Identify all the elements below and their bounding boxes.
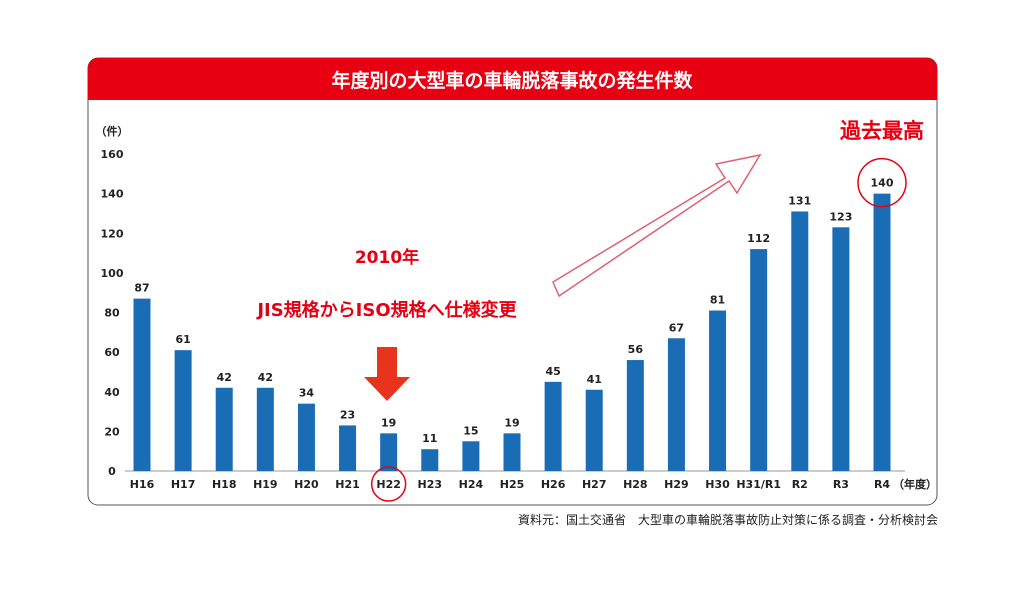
bar [215,387,233,471]
bar [626,360,644,471]
x-tick-label: H26 [541,478,566,491]
y-tick-label: 40 [104,386,120,399]
data-label: 61 [175,333,190,346]
x-tick-label: R3 [833,478,849,491]
data-label: 42 [258,371,273,384]
x-tick-label: H21 [335,478,360,491]
annotation-record: 過去最高 [840,119,924,143]
bar [750,249,768,471]
x-tick-label: H16 [130,478,155,491]
data-label: 11 [422,432,437,445]
source-note: 資料元：国土交通省 大型車の車輪脱落事故防止対策に係る調査・分析検討会 [518,512,938,527]
data-label: 56 [628,343,644,356]
x-tick-label: H19 [253,478,278,491]
data-label: 67 [669,321,684,334]
x-tick-label: H20 [294,478,319,491]
bar [709,310,727,471]
x-tick-label: H24 [459,478,484,491]
x-tick-label: R2 [792,478,808,491]
data-label: 123 [829,210,852,223]
x-tick-label: H28 [623,478,648,491]
x-tick-label: H25 [500,478,525,491]
data-label: 131 [788,194,811,207]
data-label: 23 [340,408,355,421]
bar [174,350,192,471]
down-arrow-icon [364,347,410,401]
bar [873,193,891,471]
y-tick-label: 20 [104,425,120,438]
chart-header [88,58,937,100]
bar [585,389,603,471]
x-tick-label: H22 [376,478,401,491]
x-axis-unit: （年度） [893,477,937,491]
x-tick-label: H30 [705,478,730,491]
bar [544,381,562,471]
data-label: 34 [299,387,315,400]
data-label: 81 [710,294,725,307]
bar [421,449,439,471]
y-tick-label: 100 [101,267,124,280]
x-tick-label: H23 [418,478,443,491]
y-tick-label: 0 [108,465,116,478]
bar [832,227,850,471]
data-label: 41 [587,373,602,386]
data-label: 87 [134,282,149,295]
x-tick-label: H18 [212,478,237,491]
y-axis-unit: （件） [96,124,129,138]
bar [256,387,274,471]
data-label: 19 [504,416,519,429]
x-tick-label: R4 [874,478,890,491]
chart-title: 年度別の大型車の車輪脱落事故の発生件数 [331,69,693,92]
y-tick-label: 60 [104,346,120,359]
x-tick-label: H17 [171,478,196,491]
data-label: 42 [217,371,232,384]
bar [462,441,480,471]
annotation-change: JIS規格からISO規格へ仕様変更 [255,299,517,321]
bar [339,425,357,471]
x-tick-label: H31/R1 [736,478,781,491]
y-tick-label: 160 [101,148,124,161]
bar [667,338,685,471]
x-tick-label: H29 [664,478,689,491]
highlight-circle-h22 [370,466,407,502]
data-label: 45 [545,365,560,378]
data-label: 15 [463,424,478,437]
y-tick-label: 80 [104,307,120,320]
bar [503,433,521,471]
y-tick-label: 140 [101,188,124,201]
annotation-year: 2010年 [355,247,419,268]
data-label: 112 [747,232,770,245]
bar [297,403,315,471]
highlight-circle-max [857,157,907,208]
bar [380,433,398,471]
bar [791,211,809,472]
data-label: 19 [381,416,396,429]
data-label: 140 [871,177,894,190]
x-tick-label: H27 [582,478,607,491]
trend-arrow-icon [552,153,762,298]
bar [133,298,151,471]
y-tick-label: 120 [101,227,124,240]
